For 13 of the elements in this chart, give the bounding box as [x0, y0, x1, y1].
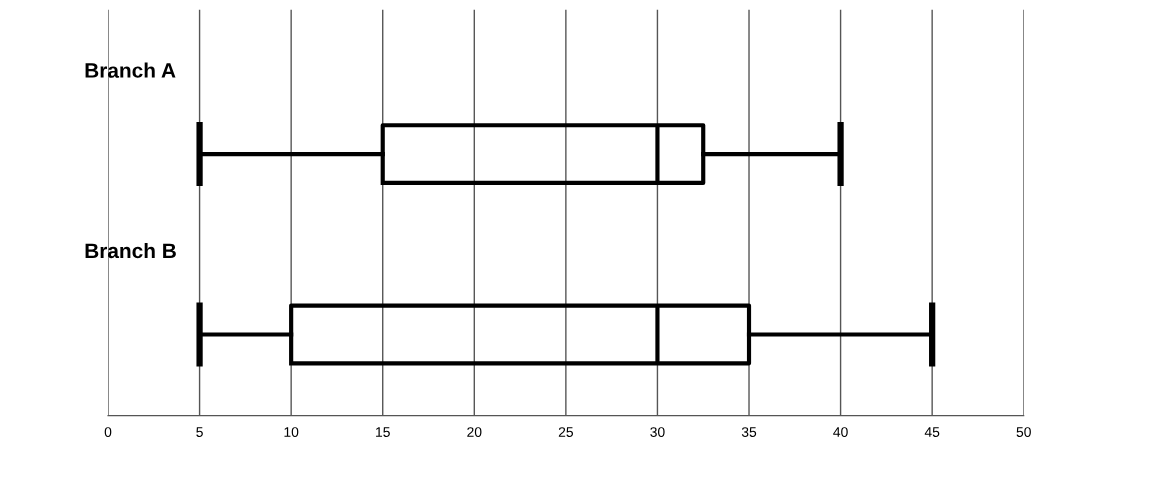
x-tick-label: 40 — [833, 427, 848, 437]
x-tick-label: 30 — [650, 427, 665, 437]
x-tick-label: 35 — [741, 427, 757, 437]
x-tick-label: 0 — [104, 427, 112, 437]
x-tick-label: 45 — [924, 427, 940, 437]
y-tick-label: Branch A — [85, 62, 176, 78]
x-tick-label: 5 — [196, 427, 203, 437]
x-tick-label: 25 — [558, 427, 574, 437]
x-tick-label: 50 — [1016, 427, 1031, 437]
x-tick-label: 10 — [284, 427, 299, 437]
y-tick-label: Branch B — [85, 242, 176, 259]
x-tick-label: 15 — [376, 427, 390, 437]
x-tick-label: 20 — [467, 427, 482, 437]
